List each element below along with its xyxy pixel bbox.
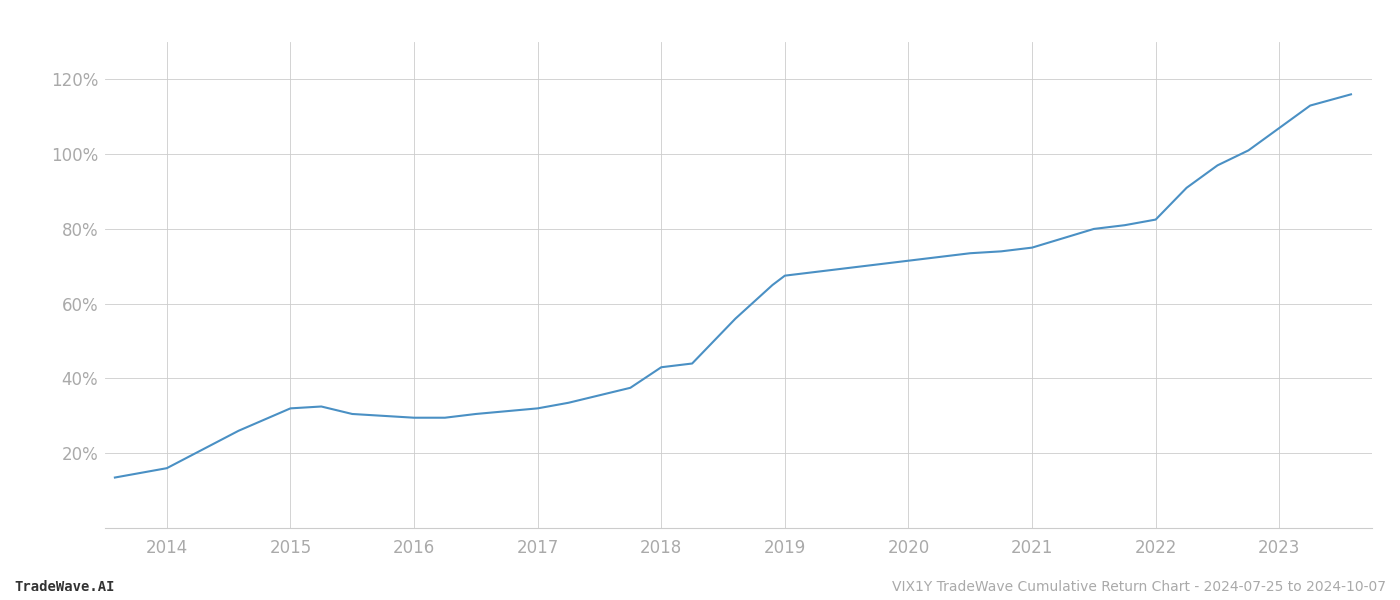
Text: TradeWave.AI: TradeWave.AI bbox=[14, 580, 115, 594]
Text: VIX1Y TradeWave Cumulative Return Chart - 2024-07-25 to 2024-10-07: VIX1Y TradeWave Cumulative Return Chart … bbox=[892, 580, 1386, 594]
